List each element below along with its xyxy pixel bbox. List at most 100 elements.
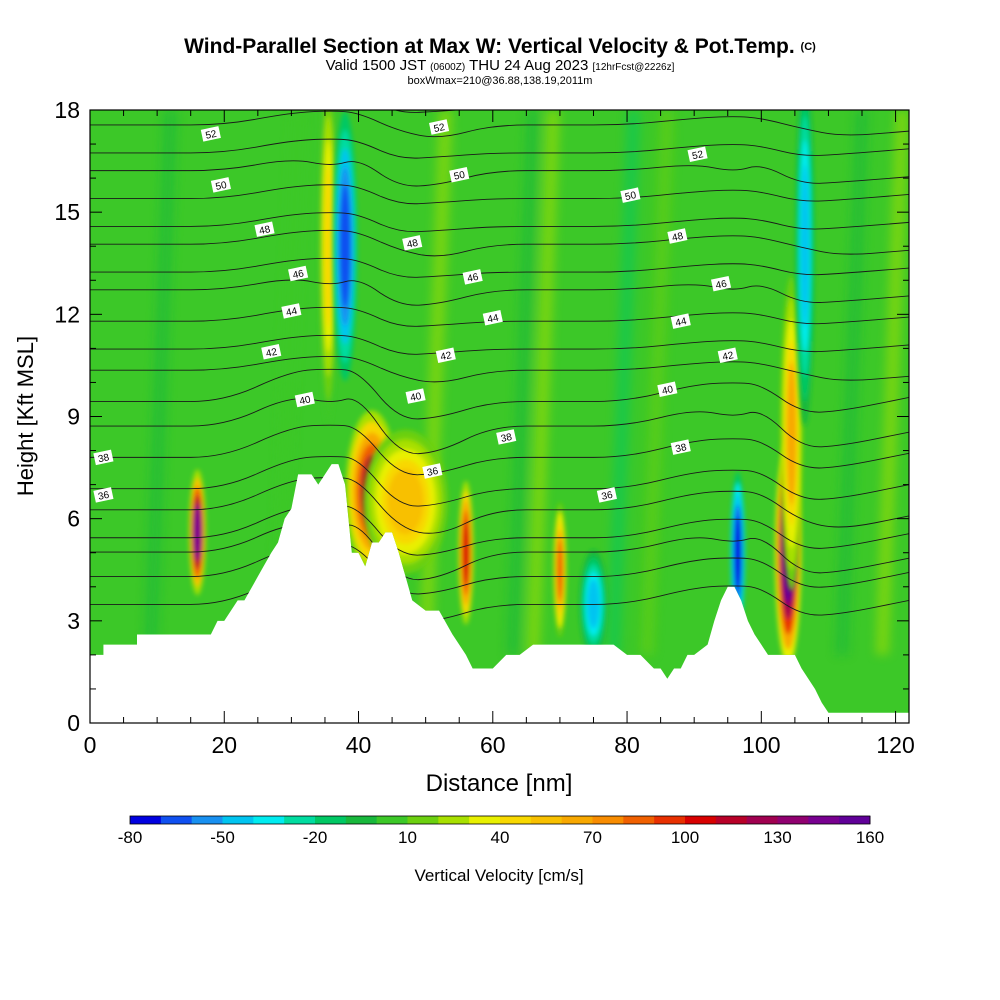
- contour-label: 50: [449, 166, 470, 183]
- contour-label-text: 36: [601, 490, 615, 503]
- contour-label-bg: [496, 429, 517, 445]
- velocity-cell: [780, 276, 803, 591]
- valid-date: THU 24 Aug 2023: [469, 57, 589, 74]
- theta-contour: [90, 524, 909, 581]
- contour-label-text: 46: [292, 268, 306, 281]
- y-tick-label: 6: [67, 506, 80, 532]
- contour-label: 48: [667, 228, 688, 244]
- velocity-cell: [579, 549, 608, 658]
- y-axis-label: Height [Kft MSL]: [13, 336, 38, 496]
- contour-label: 50: [620, 187, 641, 203]
- theta-contour: [90, 334, 909, 355]
- theta-contour: [90, 424, 909, 476]
- colorbar-label: Vertical Velocity [cm/s]: [414, 866, 583, 885]
- colorbar-tick-label: 70: [583, 828, 602, 847]
- contour-label: 50: [210, 177, 231, 193]
- contour-label-bg: [462, 269, 483, 285]
- contour-label-bg: [657, 381, 678, 397]
- contour-label-text: 48: [671, 231, 685, 244]
- contour-label-text: 48: [406, 238, 420, 251]
- theta-contour: [90, 477, 909, 534]
- colorbar-swatch: [160, 816, 193, 824]
- contour-label: 40: [657, 381, 678, 397]
- contour-label-bg: [402, 235, 423, 251]
- colorbar-swatch: [191, 816, 223, 824]
- colorbar-frame: [129, 815, 871, 825]
- contour-label-text: 52: [433, 122, 447, 135]
- colorbar-tick-label: 160: [856, 828, 884, 847]
- contour-label-bg: [93, 449, 114, 466]
- contour-label-text: 48: [258, 224, 272, 237]
- contour-label: 36: [422, 463, 443, 479]
- colorbar-swatch: [561, 816, 593, 824]
- y-tick-label: 0: [67, 710, 80, 736]
- contour-label-text: 50: [453, 170, 467, 183]
- theta-contour: [90, 212, 909, 233]
- velocity-cell-shell: [324, 164, 333, 328]
- contour-label-bg: [670, 313, 691, 329]
- velocity-cell-shell: [587, 579, 600, 629]
- colorbar-swatch: [222, 816, 254, 824]
- velocity-cell: [188, 469, 206, 596]
- velocity-cell: [730, 471, 746, 634]
- contour-label-bg: [670, 439, 691, 455]
- colorbar-tick-label: -20: [303, 828, 328, 847]
- colorbar-swatch: [438, 816, 470, 824]
- y-tick-label: 9: [67, 404, 80, 430]
- theta-contour: [90, 505, 909, 556]
- chart-title-main: Wind-Parallel Section at Max W: Vertical…: [184, 35, 795, 58]
- theta-contour: [90, 110, 909, 138]
- contour-label-text: 40: [299, 394, 313, 407]
- contour-label-bg: [429, 119, 450, 135]
- contour-label-bg: [482, 309, 503, 326]
- contour-label-text: 52: [205, 129, 219, 142]
- chart-title: Wind-Parallel Section at Max W: Vertical…: [0, 36, 1000, 58]
- valid-time-line: Valid 1500 JST (0600Z) THU 24 Aug 2023 […: [0, 58, 1000, 75]
- contour-label-bg: [210, 177, 231, 193]
- velocity-streak: [606, 110, 641, 655]
- velocity-cell: [553, 502, 567, 638]
- contour-label: 42: [717, 347, 738, 363]
- colorbar-swatch: [685, 816, 717, 824]
- contour-label: 48: [254, 221, 275, 237]
- contour-label-text: 42: [265, 347, 279, 360]
- contour-label-text: 44: [674, 316, 688, 329]
- theta-contour: [90, 279, 909, 306]
- contour-label: 52: [687, 146, 708, 162]
- velocity-streak: [506, 110, 540, 655]
- colorbar-swatch: [376, 816, 408, 824]
- contour-label: 42: [261, 344, 282, 360]
- colorbar-swatch: [623, 816, 655, 824]
- copyright-mark: (C): [800, 41, 816, 53]
- x-tick-label: 60: [480, 732, 506, 758]
- x-tick-label: 0: [84, 732, 97, 758]
- contour-label-bg: [254, 221, 275, 237]
- colorbar-swatch: [839, 816, 871, 824]
- valid-prefix: Valid 1500 JST: [325, 57, 426, 74]
- colorbar-swatch: [315, 816, 347, 824]
- contour-label: 38: [496, 429, 517, 445]
- contour-label-text: 44: [285, 306, 299, 319]
- contour-label: 42: [435, 347, 456, 363]
- velocity-streak: [526, 110, 560, 655]
- colorbar-tick-label: 40: [491, 828, 510, 847]
- velocity-cell: [332, 111, 358, 382]
- theta-contour: [90, 229, 909, 257]
- y-tick-label: 12: [54, 301, 80, 327]
- colorbar-swatch: [284, 816, 316, 824]
- theta-contour: [90, 138, 909, 159]
- contour-label: 40: [294, 391, 315, 407]
- x-tick-label: 80: [614, 732, 640, 758]
- contour-label-bg: [596, 487, 617, 503]
- velocity-streak: [143, 110, 178, 655]
- contour-label-text: 38: [674, 442, 688, 455]
- velocity-cell-shell: [193, 503, 202, 561]
- contour-label: 36: [93, 487, 114, 503]
- colorbar-swatch: [654, 816, 686, 824]
- contour-label-text: 38: [97, 452, 111, 465]
- velocity-cell-shell: [800, 164, 809, 328]
- colorbar-swatch: [253, 816, 285, 824]
- velocity-cell: [458, 480, 474, 625]
- contour-label: 44: [281, 303, 302, 319]
